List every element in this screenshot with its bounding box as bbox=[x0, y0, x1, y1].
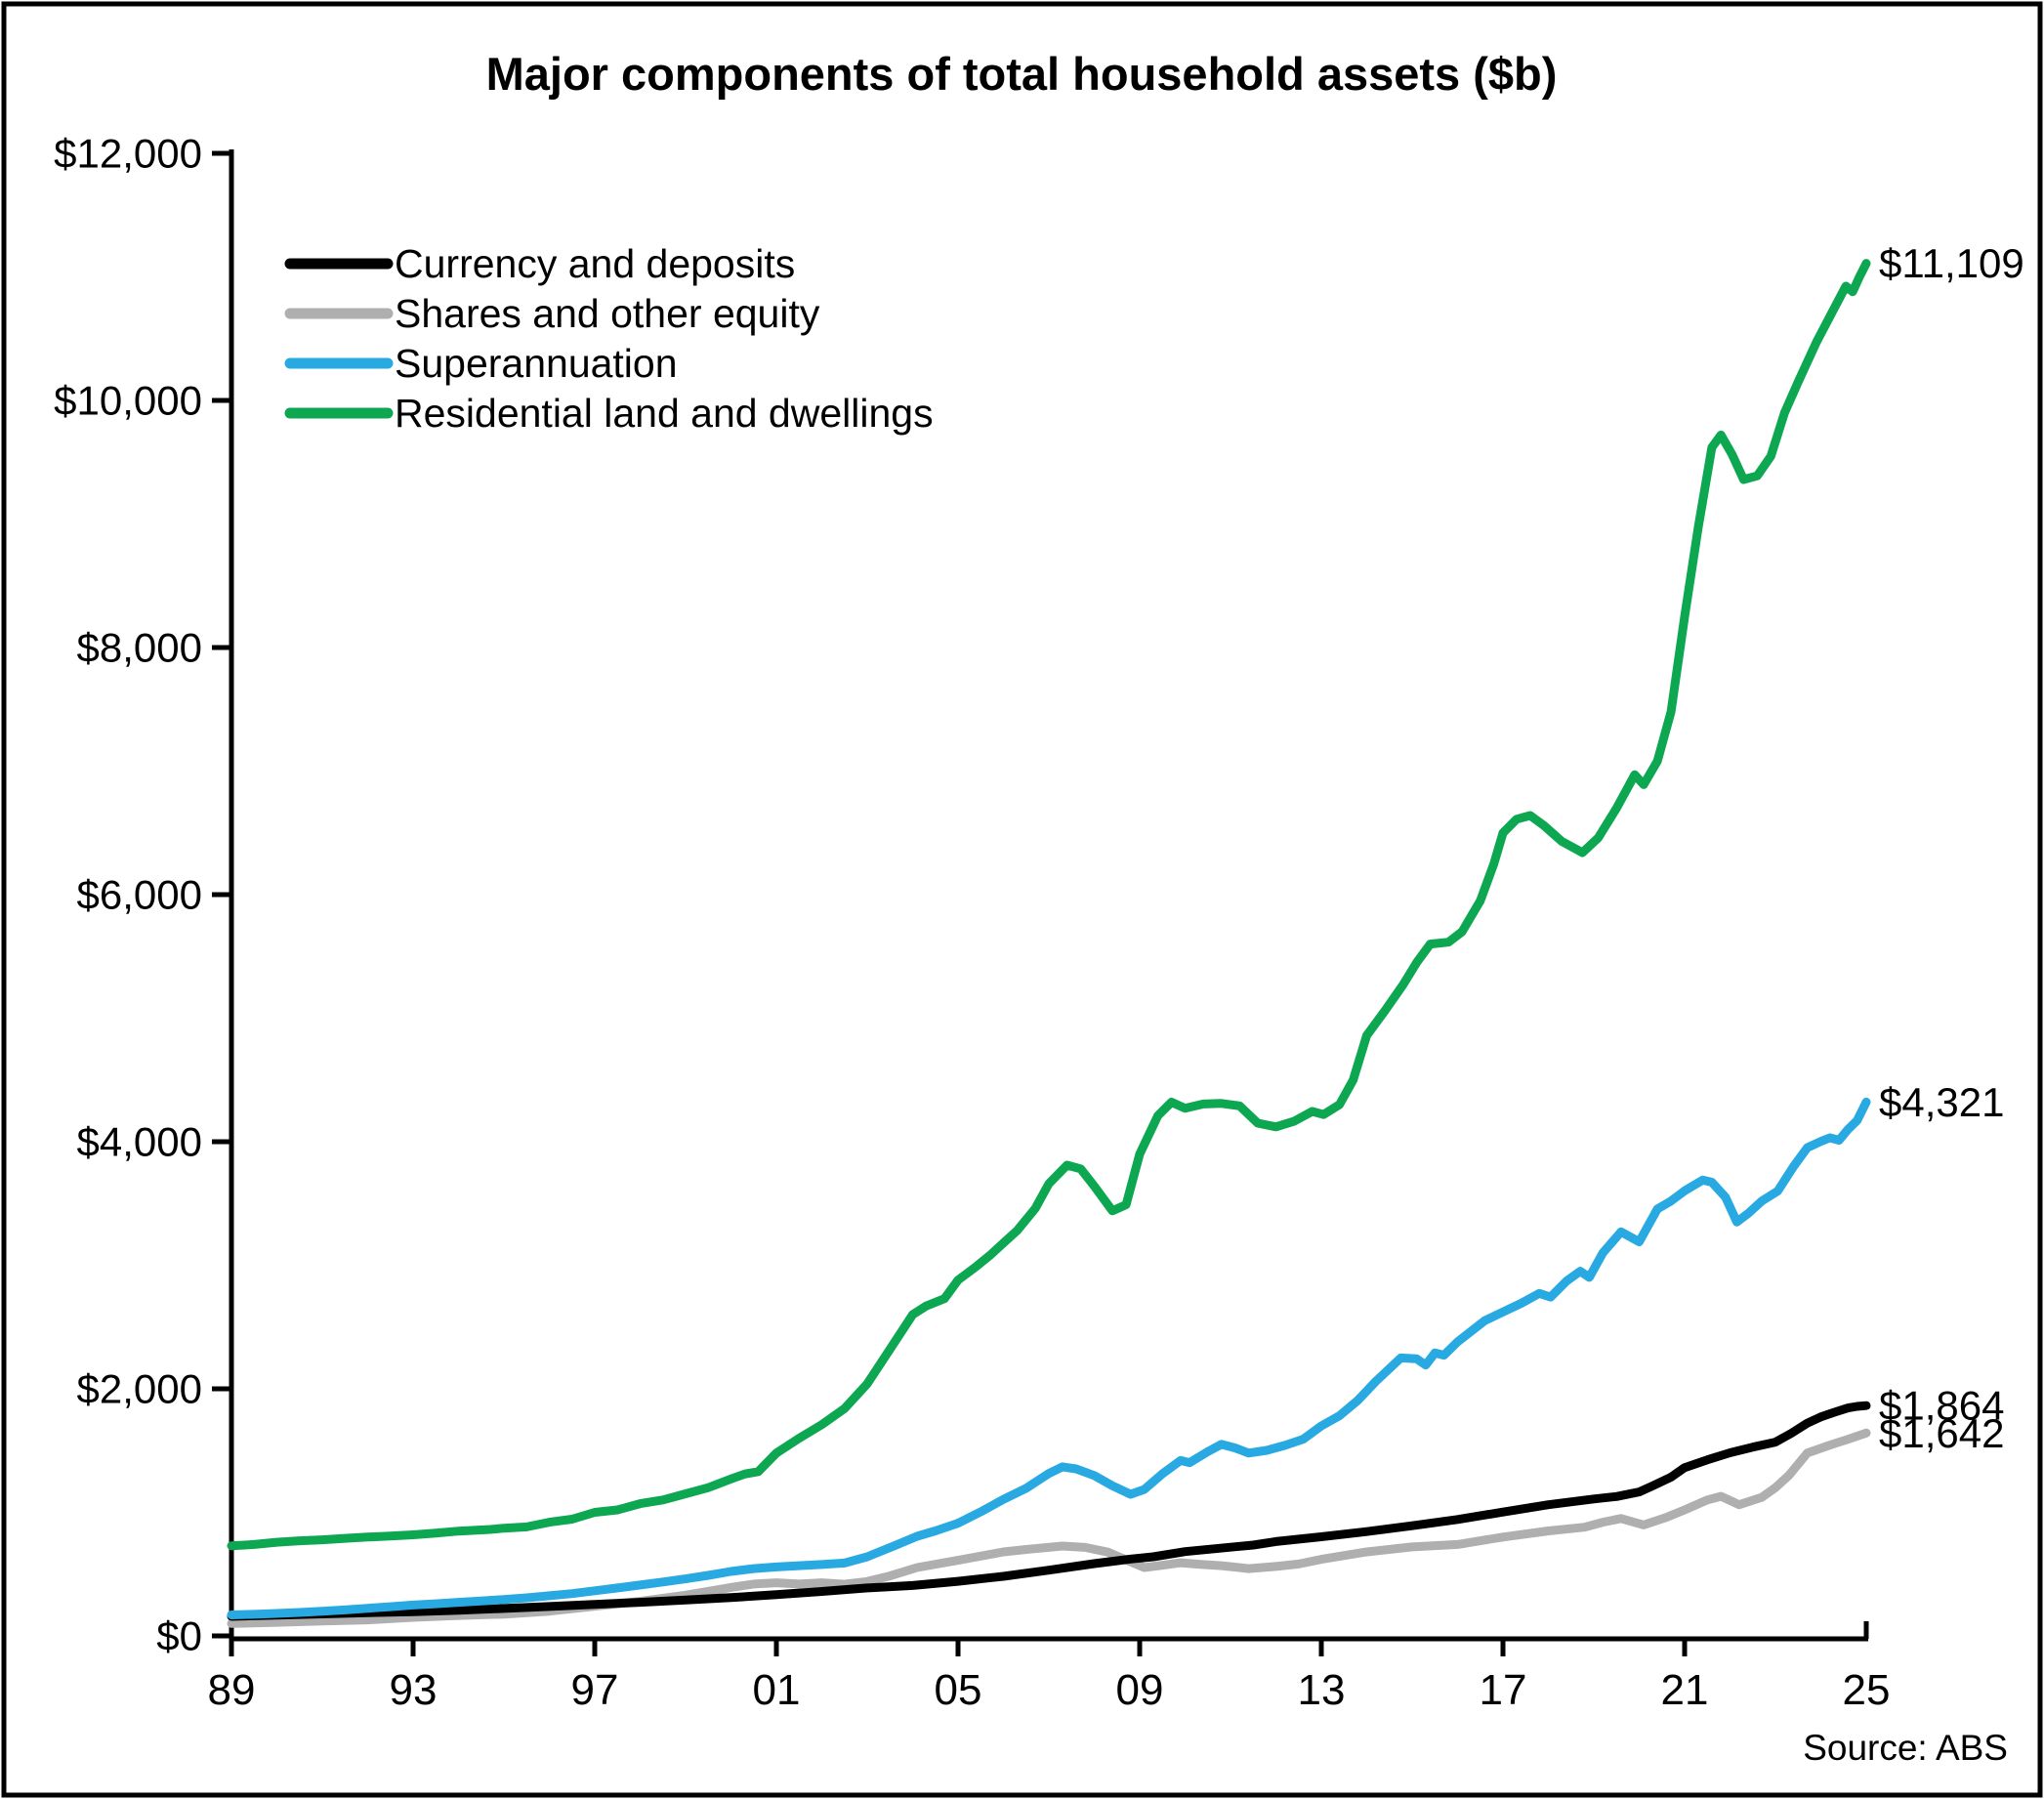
y-axis-tick-label: $12,000 bbox=[54, 131, 202, 177]
x-axis-tick-label: 21 bbox=[1661, 1666, 1709, 1714]
series-line-residential-land-and-dwellings bbox=[227, 259, 1871, 1551]
series-lines bbox=[227, 259, 1871, 1628]
y-axis-tick-label: $4,000 bbox=[77, 1119, 202, 1165]
series-line-superannuation bbox=[227, 1097, 1871, 1619]
y-axis-tick-label: $2,000 bbox=[77, 1366, 202, 1412]
y-axis-tick-label: $10,000 bbox=[54, 378, 202, 424]
legend-label-shares-and-other-equity: Shares and other equity bbox=[395, 291, 820, 336]
end-label-shares-and-other-equity: $1,642 bbox=[1879, 1410, 2004, 1456]
y-axis-tick-label: $0 bbox=[156, 1613, 202, 1659]
y-axis-tick-label: $8,000 bbox=[77, 625, 202, 671]
x-axis-tick-label: 09 bbox=[1116, 1666, 1164, 1714]
source-note: Source: ABS bbox=[1803, 1728, 2008, 1768]
legend-label-currency-and-deposits: Currency and deposits bbox=[395, 241, 795, 286]
x-axis-tick-label: 97 bbox=[571, 1666, 619, 1714]
x-axis-tick-label: 89 bbox=[208, 1666, 256, 1714]
end-labels: $1,864$1,642 $4,321 $11,109 bbox=[1879, 240, 2024, 1456]
x-axis-tick-label: 01 bbox=[753, 1666, 801, 1714]
chart-title: Major components of total household asse… bbox=[486, 48, 1558, 100]
legend-label-superannuation: Superannuation bbox=[395, 341, 678, 386]
x-axis-tick-label: 05 bbox=[935, 1666, 982, 1714]
x-axis-tick-label: 13 bbox=[1298, 1666, 1346, 1714]
end-label-superannuation: $4,321 bbox=[1879, 1079, 2004, 1125]
x-axis-tick-label: 93 bbox=[390, 1666, 438, 1714]
legend-label-residential-land-and-dwellings: Residential land and dwellings bbox=[395, 391, 934, 436]
x-axis-tick-label: 25 bbox=[1843, 1666, 1891, 1714]
end-label-currency-and-deposits: $1,864 bbox=[1879, 1383, 2004, 1429]
y-axis-tick-label: $6,000 bbox=[77, 872, 202, 918]
x-axis-tick-label: 17 bbox=[1480, 1666, 1527, 1714]
series-line-currency-and-deposits bbox=[227, 1401, 1871, 1621]
legend: Currency and deposits Shares and other eq… bbox=[284, 241, 934, 436]
axes: $0 $2,000 $4,000 $6,000 $8,000 $10,000 $12,000… bbox=[54, 131, 1890, 1715]
end-label-residential-land-and-dwellings: $11,109 bbox=[1879, 240, 2024, 286]
